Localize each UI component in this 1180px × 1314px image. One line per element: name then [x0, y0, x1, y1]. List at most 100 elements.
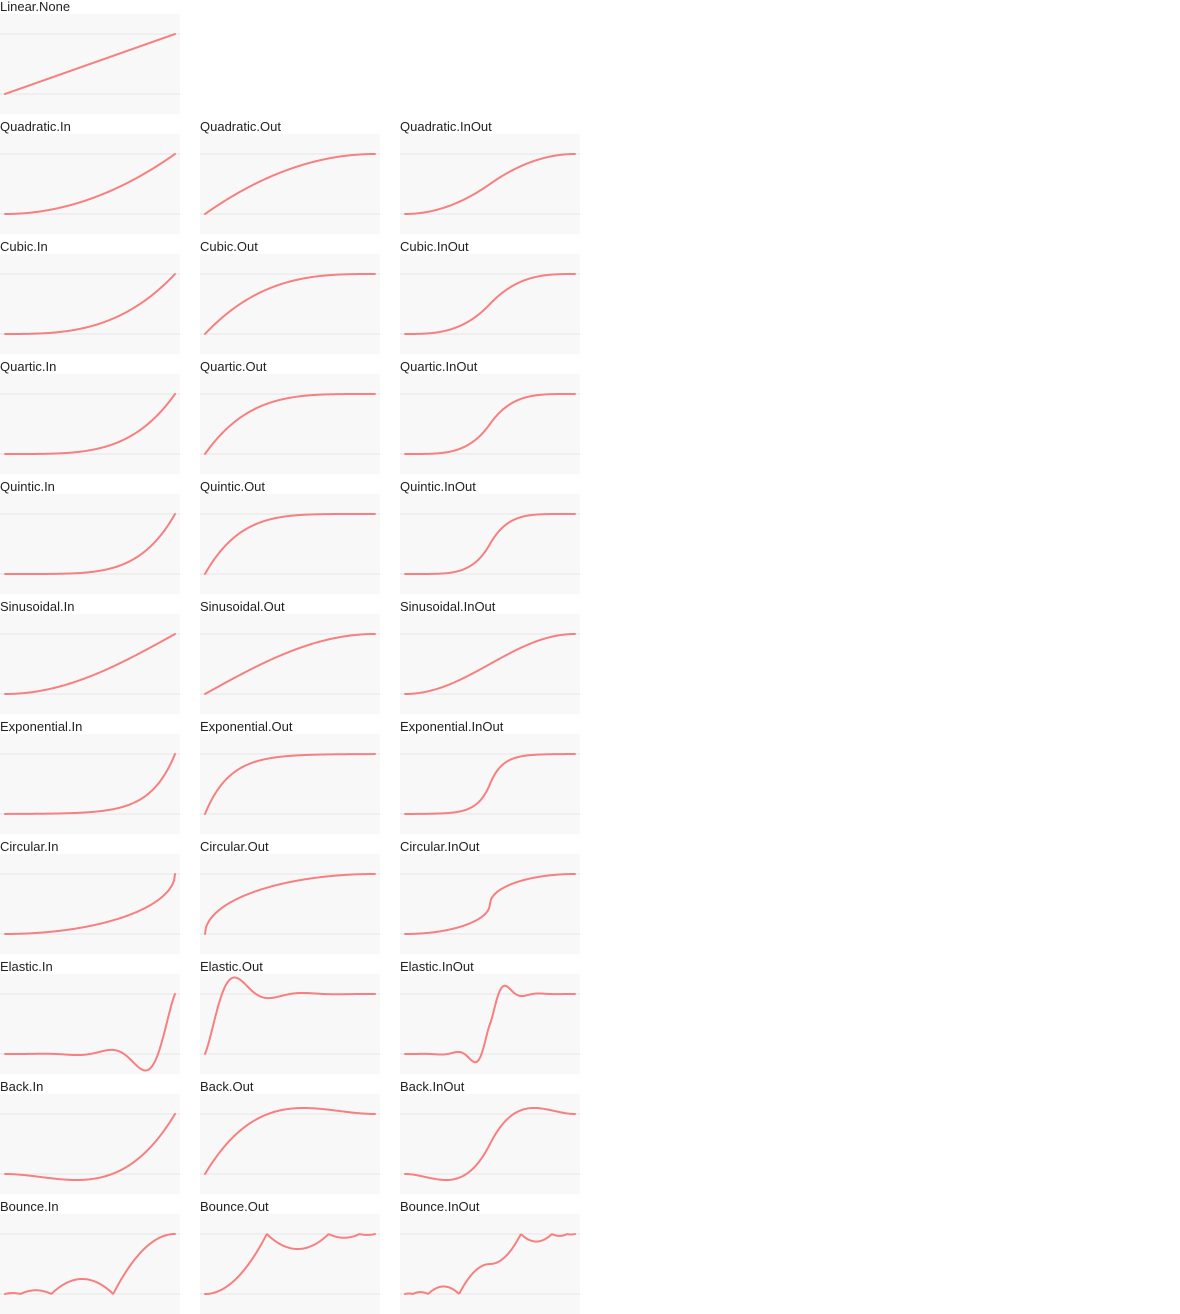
- easing-plot: [400, 254, 580, 354]
- easing-label: Quartic.In: [0, 359, 57, 374]
- easing-curve-quintic-inout: [404, 513, 576, 575]
- easing-plot: [400, 134, 580, 234]
- easing-cell-cubic-in: Cubic.In: [0, 240, 180, 354]
- plot-background: [0, 734, 180, 834]
- easing-curve-sinusoidal-in: [4, 633, 176, 695]
- easing-plot: [400, 1214, 580, 1314]
- easing-plot: [200, 1214, 380, 1314]
- plot-background: [200, 614, 380, 714]
- easing-plot: [0, 1214, 180, 1314]
- easing-label: Bounce.Out: [200, 1199, 269, 1214]
- easing-label: Exponential.InOut: [400, 719, 504, 734]
- easing-plot: [200, 1094, 380, 1194]
- easing-label: Bounce.InOut: [400, 1199, 480, 1214]
- easing-label: Back.Out: [200, 1079, 254, 1094]
- easing-plot: [400, 854, 580, 954]
- easing-plot: [0, 974, 180, 1074]
- easing-label: Quartic.InOut: [400, 359, 478, 374]
- easing-curve-quartic-in: [4, 393, 176, 455]
- easing-label: Sinusoidal.In: [0, 599, 75, 614]
- plot-background: [200, 494, 380, 594]
- easing-label: Bounce.In: [0, 1199, 59, 1214]
- easing-cell-quadratic-inout: Quadratic.InOut: [400, 120, 580, 234]
- easing-label: Sinusoidal.Out: [200, 599, 285, 614]
- easing-plot: [0, 254, 180, 354]
- easing-plot: [0, 734, 180, 834]
- easing-cell-back-inout: Back.InOut: [400, 1080, 580, 1194]
- easing-plot: [0, 494, 180, 594]
- easing-cell-quadratic-in: Quadratic.In: [0, 120, 180, 234]
- easing-cell-sinusoidal-out: Sinusoidal.Out: [200, 600, 380, 714]
- plot-background: [0, 974, 180, 1074]
- easing-cell-quartic-in: Quartic.In: [0, 360, 180, 474]
- easing-cell-exponential-out: Exponential.Out: [200, 720, 380, 834]
- plot-background: [0, 494, 180, 594]
- easing-plot: [200, 374, 380, 474]
- plot-background: [200, 254, 380, 354]
- plot-background: [200, 134, 380, 234]
- easing-cell-sinusoidal-inout: Sinusoidal.InOut: [400, 600, 580, 714]
- easing-curve-cubic-in: [4, 273, 176, 335]
- easing-label: Quadratic.InOut: [400, 119, 492, 134]
- easing-cell-cubic-out: Cubic.Out: [200, 240, 380, 354]
- easing-label: Quartic.Out: [200, 359, 267, 374]
- easing-curve-quintic-in: [4, 513, 176, 575]
- easing-cell-quintic-in: Quintic.In: [0, 480, 180, 594]
- easing-plot: [200, 974, 380, 1074]
- easing-label: Quintic.In: [0, 479, 55, 494]
- easing-cell-circular-inout: Circular.InOut: [400, 840, 580, 954]
- easing-cell-exponential-inout: Exponential.InOut: [400, 720, 580, 834]
- easing-label: Cubic.In: [0, 239, 48, 254]
- easing-label: Elastic.In: [0, 959, 53, 974]
- easing-label: Back.In: [0, 1079, 44, 1094]
- easing-label: Quintic.Out: [200, 479, 266, 494]
- easing-label: Circular.In: [0, 839, 59, 854]
- plot-background: [0, 254, 180, 354]
- easing-plot: [200, 734, 380, 834]
- easing-cell-quadratic-out: Quadratic.Out: [200, 120, 380, 234]
- easing-curve-quartic-inout: [404, 393, 576, 455]
- easing-label: Cubic.InOut: [400, 239, 469, 254]
- easing-label: Elastic.Out: [200, 959, 263, 974]
- easing-plot: [0, 1094, 180, 1194]
- easing-plot: [400, 614, 580, 714]
- easing-label: Quadratic.In: [0, 119, 71, 134]
- easing-curve-quartic-out: [204, 393, 376, 455]
- plot-background: [200, 734, 380, 834]
- easing-plot: [400, 1094, 580, 1194]
- easing-cell-quartic-inout: Quartic.InOut: [400, 360, 580, 474]
- easing-curve-quadratic-out: [204, 153, 376, 215]
- easing-plot: [0, 374, 180, 474]
- easing-cell-cubic-inout: Cubic.InOut: [400, 240, 580, 354]
- plot-background: [200, 374, 380, 474]
- easing-label: Cubic.Out: [200, 239, 258, 254]
- easing-cell-quartic-out: Quartic.Out: [200, 360, 380, 474]
- easing-plot: [200, 494, 380, 594]
- easing-plot: [0, 614, 180, 714]
- easing-curve-quadratic-inout: [404, 153, 576, 215]
- easing-cell-bounce-inout: Bounce.InOut: [400, 1200, 580, 1314]
- easing-cell-exponential-in: Exponential.In: [0, 720, 180, 834]
- easing-cell-back-out: Back.Out: [200, 1080, 380, 1194]
- easing-label: Sinusoidal.InOut: [400, 599, 496, 614]
- easing-cell-sinusoidal-in: Sinusoidal.In: [0, 600, 180, 714]
- easing-cell-bounce-out: Bounce.Out: [200, 1200, 380, 1314]
- easing-plot: [0, 134, 180, 234]
- easing-cell-circular-in: Circular.In: [0, 840, 180, 954]
- easing-curve-sinusoidal-inout: [404, 633, 576, 695]
- easing-cell-elastic-inout: Elastic.InOut: [400, 960, 580, 1074]
- easing-plot: [400, 494, 580, 594]
- easing-curve-quintic-out: [204, 513, 376, 575]
- easing-curve-quadratic-in: [4, 153, 176, 215]
- easing-curve-cubic-out: [204, 273, 376, 335]
- plot-background: [0, 374, 180, 474]
- easing-cell-quintic-out: Quintic.Out: [200, 480, 380, 594]
- easing-plot: [200, 854, 380, 954]
- plot-background: [0, 134, 180, 234]
- easing-cell-elastic-in: Elastic.In: [0, 960, 180, 1074]
- easing-label: Back.InOut: [400, 1079, 465, 1094]
- easing-plot: [200, 614, 380, 714]
- easing-label: Exponential.In: [0, 719, 83, 734]
- easing-cell-elastic-out: Elastic.Out: [200, 960, 380, 1074]
- easing-plot: [200, 134, 380, 234]
